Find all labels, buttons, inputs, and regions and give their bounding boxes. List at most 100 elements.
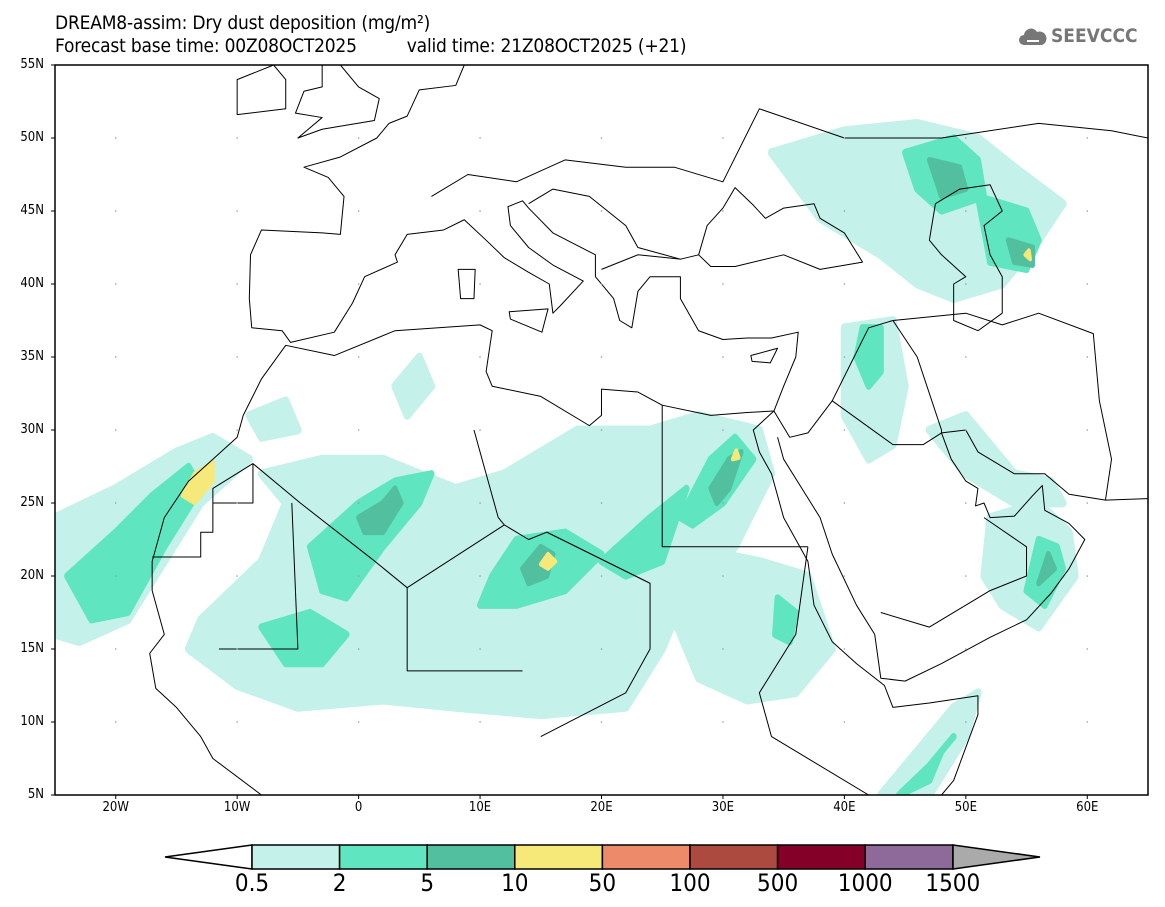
- grid-dot: [479, 429, 481, 431]
- grid-dot: [965, 575, 967, 577]
- grid-dot: [600, 283, 603, 285]
- grid-dot: [722, 429, 724, 431]
- grid-dots: [114, 137, 1089, 723]
- grid-dot: [1086, 137, 1089, 139]
- grid-dot: [236, 210, 238, 212]
- grid-dot: [965, 210, 967, 212]
- lat-label: 5N: [27, 787, 44, 802]
- grid-dot: [1086, 575, 1089, 577]
- axis-ticks: [51, 64, 1088, 799]
- colorbar-label: 5: [420, 869, 435, 897]
- colorbar-swatch: [426, 844, 516, 870]
- cloud-icon: [1019, 28, 1047, 45]
- grid-dot: [600, 210, 603, 212]
- colorbar-label: 500: [756, 869, 799, 897]
- colorbar-swatch: [251, 844, 341, 870]
- grid-dot: [114, 502, 117, 504]
- grid-dot: [479, 648, 481, 650]
- grid-dot: [357, 575, 360, 577]
- lon-label: 40E: [833, 800, 856, 815]
- grid-dot: [357, 429, 360, 431]
- lat-label: 30N: [20, 422, 44, 437]
- colorbar-label: 1500: [925, 869, 981, 897]
- grid-dot: [722, 575, 724, 577]
- colorbar-label: 0.5: [234, 869, 270, 897]
- grid-dot: [479, 721, 481, 723]
- base-time: Forecast base time: 00Z08OCT2025: [55, 35, 357, 57]
- grid-dot: [114, 356, 117, 358]
- lat-label: 55N: [20, 57, 44, 72]
- grid-dot: [114, 137, 117, 139]
- lon-label: 50E: [954, 800, 977, 815]
- chart-title: DREAM8-assim: Dry dust deposition (mg/m²…: [55, 12, 431, 34]
- grid-dot: [600, 721, 603, 723]
- grid-dot: [236, 283, 238, 285]
- colorbar-over-arrow: [952, 844, 1041, 870]
- grid-dot: [114, 429, 117, 431]
- grid-dot: [357, 210, 360, 212]
- grid-dot: [236, 356, 238, 358]
- lon-label: 30E: [711, 800, 735, 815]
- grid-dot: [600, 356, 603, 358]
- lat-label: 50N: [20, 130, 44, 145]
- chart-subtitle: Forecast base time: 00Z08OCT2025 valid ti…: [55, 35, 687, 57]
- grid-dot: [1086, 429, 1089, 431]
- grid-dot: [965, 721, 967, 723]
- grid-dot: [722, 356, 724, 358]
- grid-dot: [236, 648, 238, 650]
- lon-label: 0: [354, 800, 363, 815]
- grid-dot: [843, 575, 846, 577]
- grid-dot: [965, 502, 967, 504]
- dust-level-0.5-2: [55, 119, 1079, 795]
- lon-label: 20W: [102, 800, 129, 815]
- grid-dot: [1086, 721, 1089, 723]
- grid-dot: [843, 356, 846, 358]
- grid-dot: [114, 210, 117, 212]
- colorbar-swatch: [514, 844, 604, 870]
- grid-dot: [357, 502, 360, 504]
- colorbar-label: 100: [669, 869, 711, 897]
- grid-dot: [600, 575, 603, 577]
- lat-label: 10N: [20, 714, 44, 729]
- grid-dot: [1086, 283, 1089, 285]
- colorbar-swatch: [776, 844, 866, 870]
- grid-dot: [600, 429, 603, 431]
- lat-label: 45N: [20, 203, 44, 218]
- grid-dot: [1086, 356, 1089, 358]
- grid-dot: [479, 575, 481, 577]
- grid-dot: [843, 283, 846, 285]
- lat-label: 15N: [20, 641, 44, 656]
- grid-dot: [722, 283, 724, 285]
- lat-label: 25N: [20, 495, 44, 510]
- grid-dot: [114, 283, 117, 285]
- lon-label: 10E: [468, 800, 492, 815]
- grid-dot: [965, 283, 967, 285]
- grid-dot: [843, 721, 846, 723]
- grid-dot: [236, 429, 238, 431]
- grid-dot: [479, 137, 481, 139]
- grid-dot: [479, 210, 481, 212]
- grid-dot: [965, 648, 967, 650]
- grid-dot: [1086, 210, 1089, 212]
- grid-dot: [843, 648, 846, 650]
- grid-dot: [357, 356, 360, 358]
- grid-dot: [722, 502, 724, 504]
- grid-dot: [965, 137, 967, 139]
- grid-dot: [357, 283, 360, 285]
- colorbar-swatch: [338, 844, 428, 870]
- grid-dot: [600, 648, 603, 650]
- seevccc-logo: SEEVCCC: [1018, 25, 1138, 47]
- grid-dot: [1086, 502, 1089, 504]
- lon-label: 20E: [590, 800, 613, 815]
- colorbar-label: 10: [501, 869, 529, 897]
- grid-dot: [114, 648, 117, 650]
- colorbar-under-arrow: [164, 844, 253, 870]
- grid-dot: [965, 356, 967, 358]
- grid-dot: [236, 575, 238, 577]
- logo-text: SEEVCCC: [1051, 25, 1138, 47]
- colorbar-label: 2: [332, 869, 347, 897]
- lon-label: 60E: [1076, 800, 1099, 815]
- colorbar-label: 50: [588, 869, 617, 897]
